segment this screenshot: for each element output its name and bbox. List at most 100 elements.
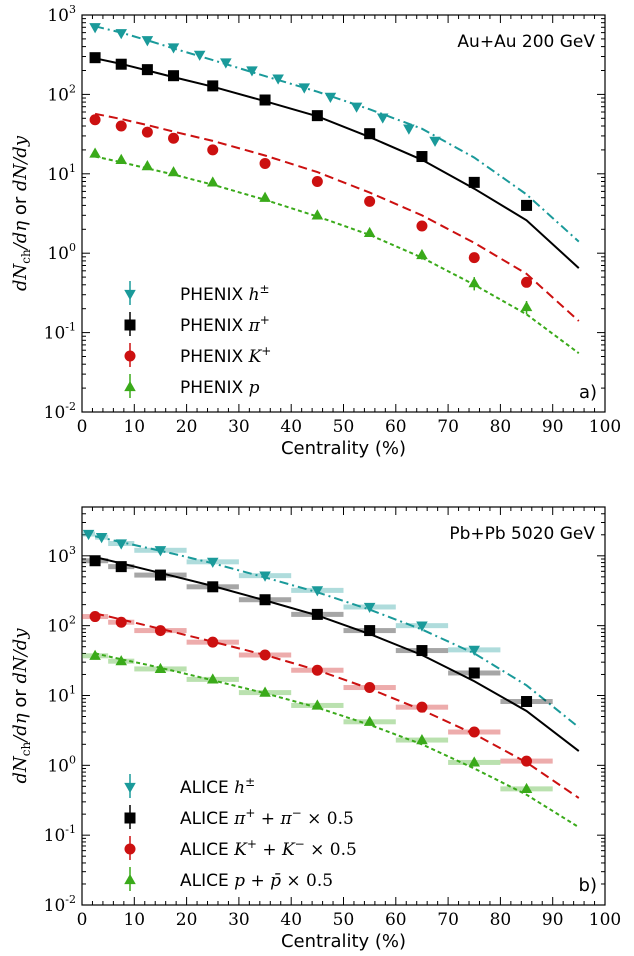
legend-label: PHENIX K+ [180,344,271,367]
data-point-triangle-down [324,92,337,103]
series-0 [82,529,580,729]
data-point-triangle-down [167,43,180,54]
data-point-circle [89,114,101,126]
y-tick-label: 103 [47,3,76,26]
y-tick-label: 101 [47,683,76,706]
data-point-triangle-up [259,191,271,202]
data-point-square [124,812,136,824]
legend-label-op: + [261,809,281,829]
series-1 [82,555,580,752]
series-curve [94,155,580,355]
data-point-triangle-up [206,176,219,187]
data-point-square [89,555,101,567]
data-point-triangle-up [154,662,167,674]
panel-label: a) [579,382,597,403]
data-point-circle [259,649,271,661]
data-point-square [115,58,127,70]
data-point-triangle-down [311,586,324,597]
series-curve [94,112,580,322]
data-point-triangle-down [376,113,389,124]
x-tick-label: 30 [228,417,250,437]
data-point-triangle-down [154,546,167,557]
y-tick-label: 100 [47,753,76,776]
legend-label-symbol: p [234,871,245,891]
series-3 [82,649,580,829]
data-point-circle [124,350,136,362]
y-tick-label: 103 [47,544,76,567]
legend-label-op: 0.5 [306,871,333,891]
x-tick-label: 90 [542,417,564,437]
data-point-circle [168,132,180,144]
y-tick-label: 10-2 [44,893,76,916]
data-point-square [115,561,127,573]
legend-label-op: × [286,871,306,891]
x-tick-label: 90 [542,910,564,930]
data-point-triangle-up [89,147,101,158]
y-axis-label: dNch/dη or dN/dy [10,135,33,291]
data-point-square [311,608,323,620]
x-tick-label: 0 [77,910,88,930]
data-point-triangle-down [468,645,481,656]
data-point-circle [124,843,136,855]
series-curve [94,612,580,799]
data-point-triangle-down [416,621,428,632]
data-point-triangle-up [124,873,136,885]
series-2 [82,611,580,799]
data-point-circle [416,220,428,232]
legend-label-word: ALICE [180,809,234,829]
data-point-triangle-down [124,289,136,301]
data-point-triangle-up [141,160,154,171]
y-tick-label-base: 10 [47,756,69,776]
legend: ALICE h± ALICE π+ + π− × 0.5 ALICE K+ + … [124,774,357,891]
y-tick-label-base: 10 [47,617,69,637]
x-axis-label: Centrality (%) [281,931,406,952]
legend-label-word: ALICE [180,840,234,860]
legend-label-symbol: π [279,809,292,829]
y-axis-label: dNch/dη or dN/dy [10,628,33,784]
data-point-triangle-up [520,782,533,794]
x-tick-label: 80 [490,910,512,930]
legend-label-word: ALICE [180,778,234,798]
data-point-circle [115,616,127,628]
data-point-triangle-up [311,209,324,220]
data-point-triangle-up [206,673,219,684]
data-point-triangle-down [115,29,127,40]
series-curve [94,57,580,269]
x-tick-label: 80 [490,417,512,437]
data-point-triangle-down [350,102,363,113]
data-point-circle [521,755,533,767]
data-point-square [521,199,533,211]
legend: PHENIX h± PHENIX π+ PHENIX K+ PHENIX p [124,281,271,398]
data-point-circle [468,726,480,738]
legend-label-sup: − [292,806,302,820]
data-point-square [364,625,376,637]
legend-label-op: × [310,840,330,860]
y-tick-label-exp: -2 [65,893,76,906]
data-point-square [311,110,323,122]
legend-label-sup: + [245,806,255,820]
legend-label-symbol: h [234,778,245,798]
y-tick-label-exp: 3 [69,3,76,16]
system-label: Au+Au 200 GeV [457,32,595,52]
data-point-circle [364,682,376,694]
y-tick-label: 102 [47,614,76,637]
panel-label: b) [579,875,597,896]
legend-label-symbol: K [281,840,296,860]
y-tick-label: 101 [47,162,76,185]
data-point-square [89,52,101,64]
x-tick-label: 40 [280,417,302,437]
x-axis-label: Centrality (%) [281,438,406,459]
legend-label-sup: ± [245,775,255,789]
x-tick-label: 20 [176,910,198,930]
legend-label-sup: ± [260,282,270,296]
y-axis-label-part: ch [19,249,33,264]
data-point-triangle-up [89,649,101,660]
y-axis-label-part: dN/dy [10,135,31,191]
data-point-triangle-up [124,380,136,392]
y-tick-label-exp: -2 [65,400,76,413]
legend-label-op: + [250,871,270,891]
y-tick-label-exp: 1 [69,162,76,175]
y-axis-label-part: dN [10,262,31,291]
data-point-circle [259,157,271,169]
y-tick-label-base: 10 [47,547,69,567]
